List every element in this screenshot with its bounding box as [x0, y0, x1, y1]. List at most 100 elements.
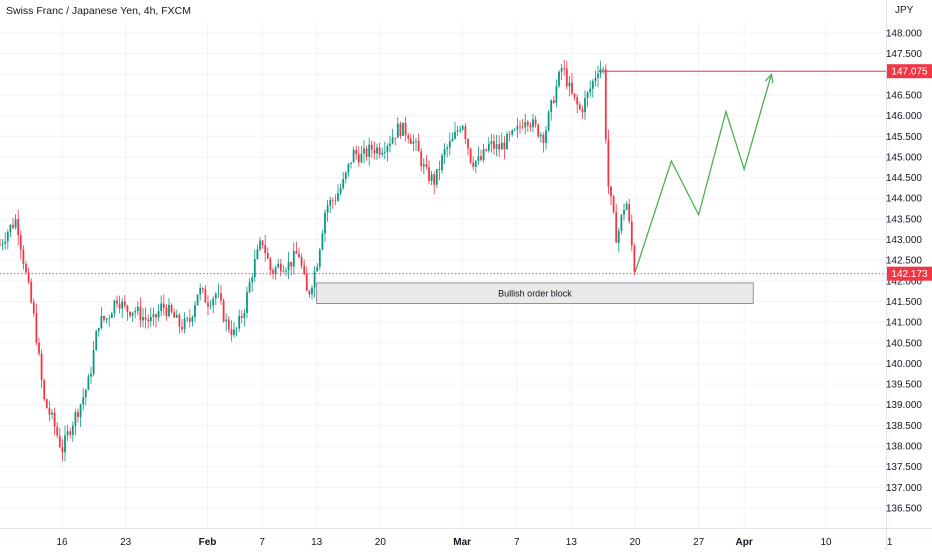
- candle: [617, 227, 620, 253]
- candle-body: [329, 199, 332, 206]
- candle-body: [113, 300, 116, 314]
- x-tick-label: 10: [820, 537, 832, 548]
- candle-body: [277, 263, 280, 268]
- candle: [615, 204, 618, 243]
- candle-body: [472, 162, 475, 167]
- candle-body: [513, 129, 516, 131]
- candle: [126, 304, 129, 321]
- candle-body: [61, 446, 64, 453]
- candle-body: [477, 156, 480, 161]
- candle: [43, 378, 46, 402]
- candle-body: [56, 426, 59, 436]
- candle: [269, 256, 272, 276]
- candle: [498, 135, 501, 158]
- candle-body: [352, 149, 355, 163]
- candle-body: [282, 271, 285, 273]
- candle: [230, 320, 233, 342]
- candle: [97, 327, 100, 337]
- candle: [513, 128, 516, 132]
- candle-body: [183, 318, 186, 330]
- candle: [329, 196, 332, 214]
- candle-body: [222, 300, 225, 322]
- price-label-box: [887, 64, 932, 79]
- candle-body: [90, 374, 92, 377]
- candle: [129, 311, 131, 318]
- candle: [191, 315, 194, 327]
- candle-body: [303, 265, 306, 275]
- candle-body: [586, 92, 589, 99]
- candle-body: [498, 144, 501, 150]
- candle-body: [633, 245, 636, 272]
- candle: [9, 224, 12, 238]
- candle: [116, 295, 118, 308]
- candle-body: [79, 404, 82, 417]
- candle: [607, 129, 610, 195]
- candle-body: [490, 141, 493, 144]
- candle: [266, 247, 269, 260]
- candle: [316, 263, 319, 273]
- projection-path: [634, 74, 773, 273]
- candle: [331, 197, 334, 209]
- candle-body: [623, 209, 625, 215]
- candle-body: [272, 270, 274, 274]
- candle-body: [97, 327, 100, 332]
- candle-body: [402, 122, 404, 136]
- candle: [355, 145, 358, 160]
- candle-body: [142, 317, 144, 321]
- candle-body: [625, 204, 628, 210]
- candle: [407, 132, 410, 144]
- candle-body: [420, 151, 423, 167]
- x-tick-label: 13: [311, 537, 323, 548]
- candle-body: [95, 331, 98, 351]
- candle-body: [318, 249, 321, 267]
- candle: [35, 303, 38, 346]
- candle-body: [157, 311, 160, 318]
- candle-body: [269, 258, 272, 271]
- candle: [565, 60, 568, 90]
- candle-body: [326, 205, 329, 213]
- candle: [181, 319, 183, 333]
- candle: [308, 289, 311, 298]
- candle: [534, 115, 537, 128]
- candle-body: [451, 138, 454, 142]
- candle: [485, 148, 488, 153]
- candle: [240, 310, 243, 324]
- candle: [537, 123, 540, 139]
- candle-body: [129, 311, 131, 316]
- candle: [612, 194, 615, 214]
- y-tick-label: 137.500: [886, 462, 923, 473]
- candle: [352, 146, 355, 163]
- candle: [14, 214, 17, 230]
- y-tick-label: 140.500: [886, 338, 923, 349]
- candle: [519, 120, 521, 134]
- candle-body: [103, 315, 105, 320]
- candle: [539, 131, 542, 143]
- candle-body: [25, 263, 27, 273]
- candle: [131, 312, 134, 322]
- x-tick-label: 20: [375, 537, 387, 548]
- candle: [576, 93, 579, 114]
- candle: [290, 261, 293, 276]
- candle: [469, 147, 472, 165]
- candle-body: [194, 305, 196, 317]
- x-tick-label: Apr: [736, 537, 753, 548]
- candle-body: [105, 318, 108, 320]
- candle-body: [1, 243, 4, 245]
- candle: [113, 299, 116, 318]
- candle: [526, 119, 529, 132]
- candle: [277, 258, 280, 269]
- candle-body: [116, 300, 118, 304]
- candle-body: [389, 143, 391, 146]
- candle: [389, 135, 391, 153]
- candle-body: [227, 319, 230, 330]
- candle-body: [256, 249, 259, 260]
- candle: [295, 241, 298, 254]
- candle-body: [313, 271, 316, 288]
- candle-body: [357, 154, 360, 163]
- candle-body: [508, 134, 511, 135]
- candle: [53, 408, 56, 436]
- candle-body: [355, 149, 358, 155]
- y-tick-label: 146.000: [886, 111, 923, 122]
- candle: [495, 134, 498, 157]
